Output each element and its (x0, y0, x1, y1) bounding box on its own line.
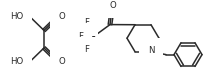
Text: O: O (110, 1, 116, 10)
Text: O: O (59, 57, 65, 66)
Text: F: F (84, 18, 90, 27)
Text: F: F (84, 45, 90, 54)
Text: HO: HO (10, 57, 23, 66)
Text: N: N (148, 46, 154, 55)
Text: O: O (59, 12, 65, 21)
Text: HO: HO (10, 12, 23, 21)
Text: F: F (79, 32, 84, 41)
